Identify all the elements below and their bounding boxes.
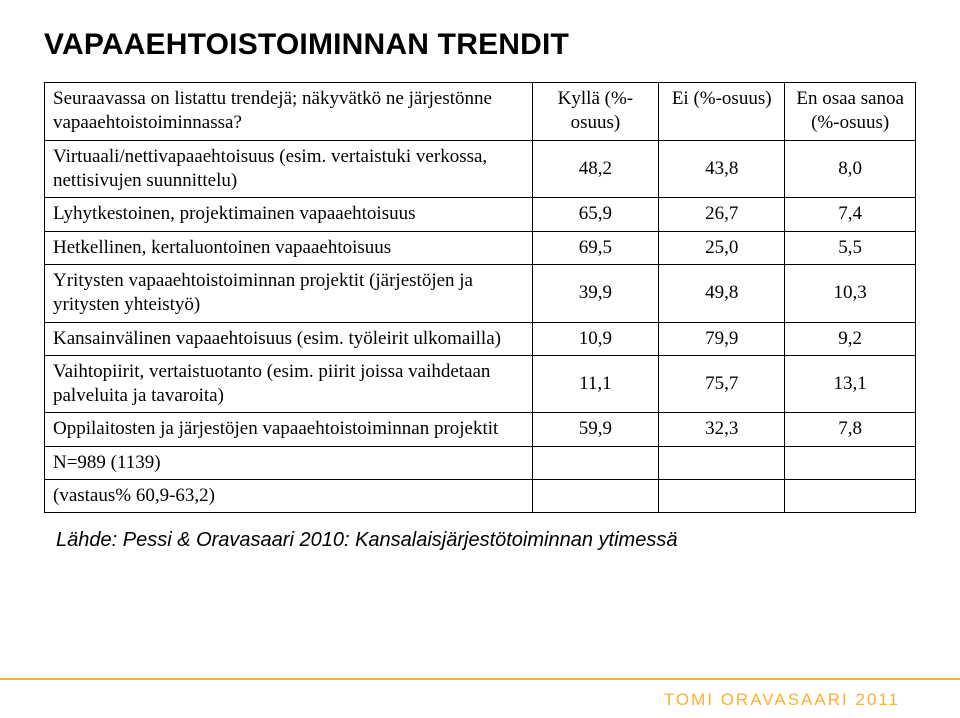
table-row: Lyhytkestoinen, projektimainen vapaaehto… — [45, 198, 916, 231]
cell: 48,2 — [532, 140, 658, 198]
row-label: Vaihtopiirit, vertaistuotanto (esim. pii… — [45, 355, 533, 413]
table-row: Kansainvälinen vapaaehtoisuus (esim. työ… — [45, 322, 916, 355]
row-label: Kansainvälinen vapaaehtoisuus (esim. työ… — [45, 322, 533, 355]
cell: 10,3 — [785, 264, 916, 322]
cell: 69,5 — [532, 231, 658, 264]
source-citation: Lähde: Pessi & Oravasaari 2010: Kansalai… — [44, 529, 916, 552]
cell: 10,9 — [532, 322, 658, 355]
row-label: Oppilaitosten ja järjestöjen vapaaehtois… — [45, 413, 533, 446]
cell: 7,4 — [785, 198, 916, 231]
cell: 11,1 — [532, 355, 658, 413]
cell: 32,3 — [659, 413, 785, 446]
cell: 9,2 — [785, 322, 916, 355]
table-footer-row: N=989 (1139) — [45, 446, 916, 479]
table-row: Yritysten vapaaehtoistoiminnan projektit… — [45, 264, 916, 322]
cell: 25,0 — [659, 231, 785, 264]
cell: 75,7 — [659, 355, 785, 413]
cell: 8,0 — [785, 140, 916, 198]
cell: 65,9 — [532, 198, 658, 231]
footer-response-rate: (vastaus% 60,9-63,2) — [45, 480, 533, 513]
header-question: Seuraavassa on listattu trendejä; näkyvä… — [45, 83, 533, 141]
table-row: Vaihtopiirit, vertaistuotanto (esim. pii… — [45, 355, 916, 413]
cell: 79,9 — [659, 322, 785, 355]
table-row: Hetkellinen, kertaluontoinen vapaaehtois… — [45, 231, 916, 264]
empty-cell — [532, 480, 658, 513]
trends-table: Seuraavassa on listattu trendejä; näkyvä… — [44, 82, 916, 513]
empty-cell — [659, 446, 785, 479]
slide: VAPAAEHTOISTOIMINNAN TRENDIT Seuraavassa… — [0, 0, 960, 718]
slide-title: VAPAAEHTOISTOIMINNAN TRENDIT — [44, 28, 916, 62]
row-label: Hetkellinen, kertaluontoinen vapaaehtois… — [45, 231, 533, 264]
col-header-yes: Kyllä (%-osuus) — [532, 83, 658, 141]
col-header-no: Ei (%-osuus) — [659, 83, 785, 141]
empty-cell — [785, 480, 916, 513]
cell: 26,7 — [659, 198, 785, 231]
empty-cell — [785, 446, 916, 479]
footer-n: N=989 (1139) — [45, 446, 533, 479]
cell: 43,8 — [659, 140, 785, 198]
table-footer-row: (vastaus% 60,9-63,2) — [45, 480, 916, 513]
row-label: Lyhytkestoinen, projektimainen vapaaehto… — [45, 198, 533, 231]
row-label: Virtuaali/nettivapaaehtoisuus (esim. ver… — [45, 140, 533, 198]
empty-cell — [659, 480, 785, 513]
row-label: Yritysten vapaaehtoistoiminnan projektit… — [45, 264, 533, 322]
cell: 13,1 — [785, 355, 916, 413]
cell: 7,8 — [785, 413, 916, 446]
col-header-dontknow: En osaa sanoa (%-osuus) — [785, 83, 916, 141]
table-row: Virtuaali/nettivapaaehtoisuus (esim. ver… — [45, 140, 916, 198]
table-header-row: Seuraavassa on listattu trendejä; näkyvä… — [45, 83, 916, 141]
cell: 59,9 — [532, 413, 658, 446]
empty-cell — [532, 446, 658, 479]
cell: 49,8 — [659, 264, 785, 322]
cell: 39,9 — [532, 264, 658, 322]
table-row: Oppilaitosten ja järjestöjen vapaaehtois… — [45, 413, 916, 446]
footer-author: TOMI ORAVASAARI 2011 — [664, 690, 900, 710]
cell: 5,5 — [785, 231, 916, 264]
